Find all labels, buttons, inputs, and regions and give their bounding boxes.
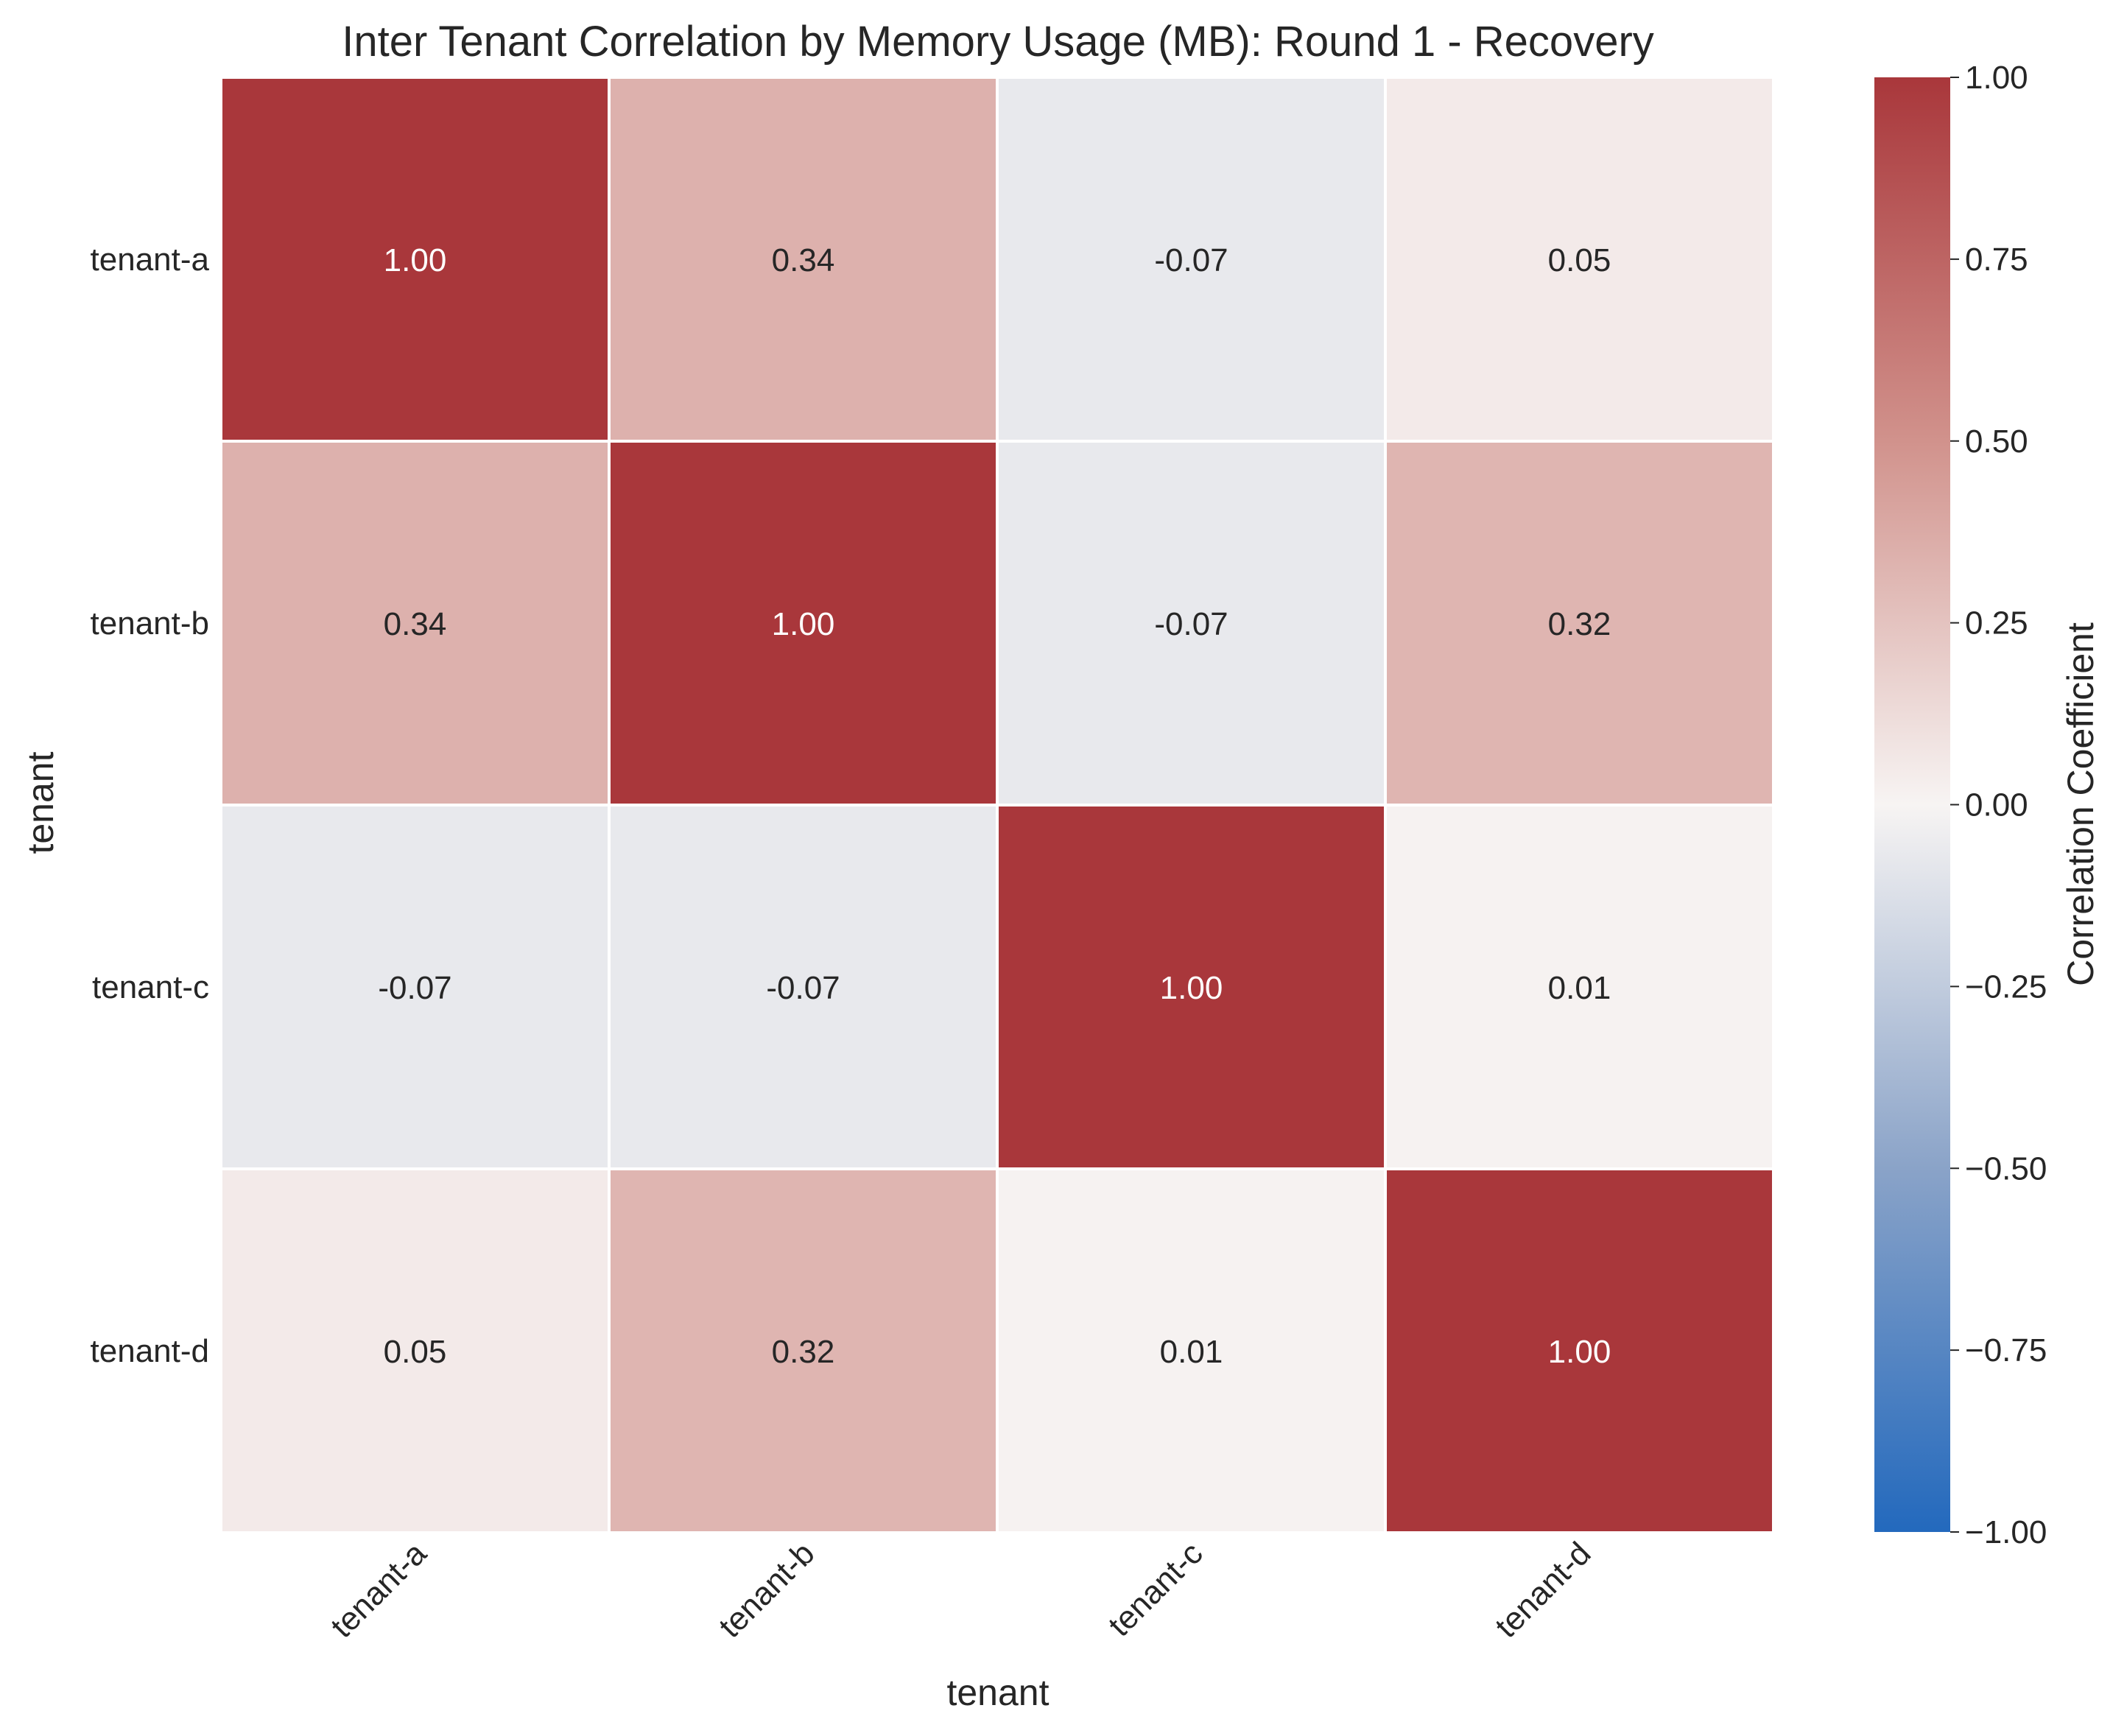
heatmap-cell-tenant-d-tenant-b [608,1167,999,1534]
heatmap-cell-label: 0.34 [384,606,447,642]
x-tick-labels: tenant-a tenant-b tenant-c tenant-d [324,1535,1598,1645]
heatmap-cell-label: 0.05 [1548,242,1611,278]
colorbar-ticks: 1.00 0.75 0.50 0.25 0.00 −0.25 −0.50 −0.75 −1.00 [1950,60,2047,1550]
heatmap-cell-label: 0.34 [772,242,835,278]
y-tick-label: tenant-a [91,242,210,278]
heatmap-cell-tenant-b-tenant-d [1384,440,1775,806]
heatmap-cell-tenant-b-tenant-a [219,440,611,806]
x-tick-label: tenant-b [712,1535,822,1645]
colorbar-tick-label: 1.00 [1965,60,2028,96]
heatmap-cell-label: 0.32 [772,1334,835,1370]
heatmap-cell-tenant-a-tenant-a [219,76,611,443]
x-tick-label: tenant-a [324,1535,434,1645]
heatmap-cell-tenant-c-tenant-d [1384,804,1775,1170]
colorbar-tick-label: −0.25 [1965,969,2047,1005]
heatmap-cell-tenant-a-tenant-b [608,76,999,443]
heatmap-cell-tenant-d-tenant-d [1384,1167,1775,1534]
y-axis-label: tenant [20,751,61,854]
x-tick-label: tenant-c [1102,1535,1210,1643]
heatmap-cell-label: 0.32 [1548,606,1611,642]
y-tick-labels: tenant-a tenant-b tenant-c tenant-d [91,242,210,1369]
heatmap-cell-label: -0.07 [1154,242,1228,278]
colorbar-tick-label: −1.00 [1965,1514,2047,1550]
colorbar-tick-label: 0.25 [1965,605,2028,642]
heatmap-cells [219,76,1775,1534]
chart-title: Inter Tenant Correlation by Memory Usage… [342,18,1654,66]
colorbar-tick-label: 0.50 [1965,424,2028,460]
heatmap-cell-label: -0.07 [378,970,451,1006]
colorbar-tick-label: −0.50 [1965,1150,2047,1187]
heatmap-cell-label: 1.00 [384,242,447,278]
heatmap-cell-label: 1.00 [1548,1334,1611,1370]
heatmap-cell-tenant-d-tenant-a [219,1167,611,1534]
y-tick-label: tenant-d [91,1333,209,1369]
x-axis-label: tenant [946,1672,1049,1713]
heatmap-cell-label: 0.01 [1160,1334,1223,1370]
heatmap-cell-label: -0.07 [766,970,840,1006]
heatmap-cell-tenant-b-tenant-b [608,440,999,806]
colorbar [1874,77,1950,1532]
heatmap-cell-label: 1.00 [772,606,835,642]
colorbar-label: Correlation Coefficient [2060,622,2101,986]
heatmap-cell-tenant-a-tenant-c [996,76,1387,443]
heatmap-cell-label: 0.05 [384,1334,447,1370]
colorbar-tick-label: 0.00 [1965,787,2028,823]
x-tick-label: tenant-d [1488,1535,1598,1645]
heatmap-cell-label: -0.07 [1154,606,1228,642]
heatmap-cell-tenant-a-tenant-d [1384,76,1775,443]
heatmap-cell-tenant-d-tenant-c [996,1167,1387,1534]
heatmap-cell-label: 0.01 [1548,970,1611,1006]
heatmap-cell-tenant-c-tenant-b [608,804,999,1170]
y-tick-label: tenant-b [91,605,209,642]
y-tick-label: tenant-c [92,969,209,1005]
colorbar-tick-label: 0.75 [1965,242,2028,278]
heatmap-cell-label: 1.00 [1160,970,1223,1006]
heatmap-cell-labels: 1.00 0.34 -0.07 0.05 0.34 1.00 -0.07 0.32 -0.07 -… [378,242,1611,1370]
colorbar-tick-label: −0.75 [1965,1332,2047,1368]
